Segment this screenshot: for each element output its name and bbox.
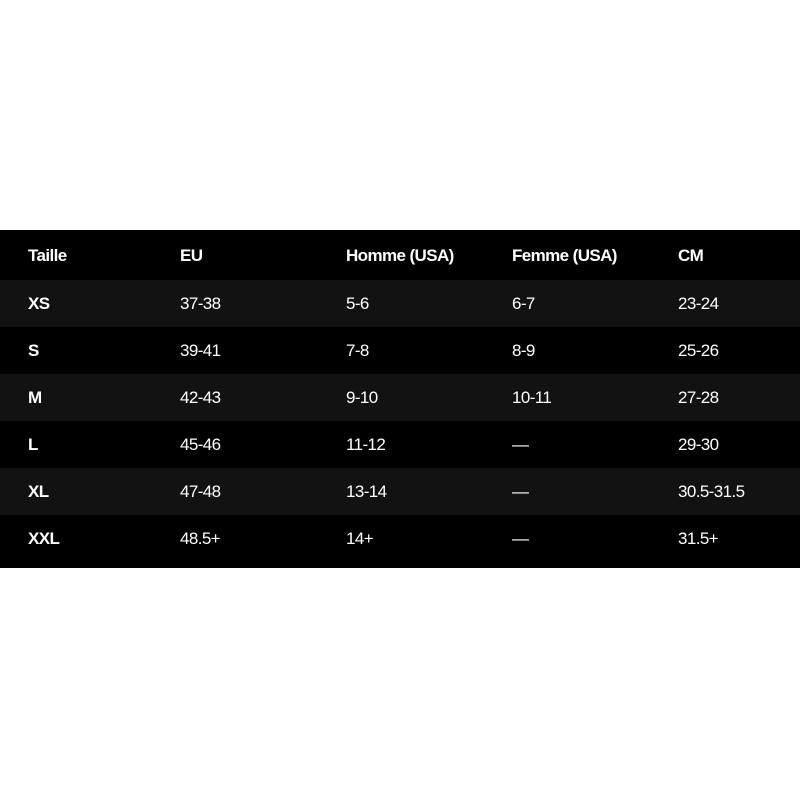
- table-cell: 27-28: [678, 388, 719, 407]
- table-row: S 39-41 7-8 8-9 25-26: [0, 327, 800, 374]
- table-row: L 45-46 11-12 — 29-30: [0, 421, 800, 468]
- table-cell: 37-38: [180, 294, 221, 313]
- table-cell: 45-46: [180, 435, 221, 454]
- table-cell: 9-10: [346, 388, 378, 407]
- table-cell: —: [512, 529, 529, 548]
- table-row: M 42-43 9-10 10-11 27-28: [0, 374, 800, 421]
- size-table: Taille EU Homme (USA) Femme (USA) CM XS 3…: [0, 230, 800, 568]
- table-cell: 39-41: [180, 341, 221, 360]
- table-cell: 6-7: [512, 294, 535, 313]
- table-cell: 11-12: [346, 435, 386, 454]
- table-cell: 7-8: [346, 341, 369, 360]
- table-cell: —: [512, 482, 529, 501]
- header-cell: Homme (USA): [346, 246, 454, 265]
- header-cell: CM: [678, 246, 704, 265]
- size-label-cell: M: [28, 388, 42, 407]
- size-label-cell: XS: [28, 294, 50, 313]
- header-cell: Femme (USA): [512, 246, 617, 265]
- table-cell: 10-11: [512, 388, 552, 407]
- size-label-cell: S: [28, 341, 39, 360]
- table-cell: 23-24: [678, 294, 719, 313]
- table-row: XL 47-48 13-14 — 30.5-31.5: [0, 468, 800, 515]
- table-cell: 30.5-31.5: [678, 482, 745, 501]
- header-row: Taille EU Homme (USA) Femme (USA) CM: [0, 232, 800, 279]
- table-cell: 25-26: [678, 341, 719, 360]
- table-cell: 47-48: [180, 482, 221, 501]
- size-label-cell: XXL: [28, 529, 60, 548]
- table-cell: 13-14: [346, 482, 387, 501]
- table-cell: 42-43: [180, 388, 221, 407]
- table-cell: 14+: [346, 529, 374, 548]
- header-cell: EU: [180, 246, 203, 265]
- header-cell: Taille: [28, 246, 67, 265]
- size-label-cell: L: [28, 435, 38, 454]
- table-cell: —: [512, 435, 529, 454]
- table-cell: 8-9: [512, 341, 535, 360]
- size-label-cell: XL: [28, 482, 49, 501]
- table-row: XS 37-38 5-6 6-7 23-24: [0, 280, 800, 327]
- table-cell: 5-6: [346, 294, 369, 313]
- table-row: XXL 48.5+ 14+ — 31.5+: [0, 515, 800, 562]
- table-cell: 29-30: [678, 435, 719, 454]
- table-cell: 48.5+: [180, 529, 221, 548]
- table-cell: 31.5+: [678, 529, 719, 548]
